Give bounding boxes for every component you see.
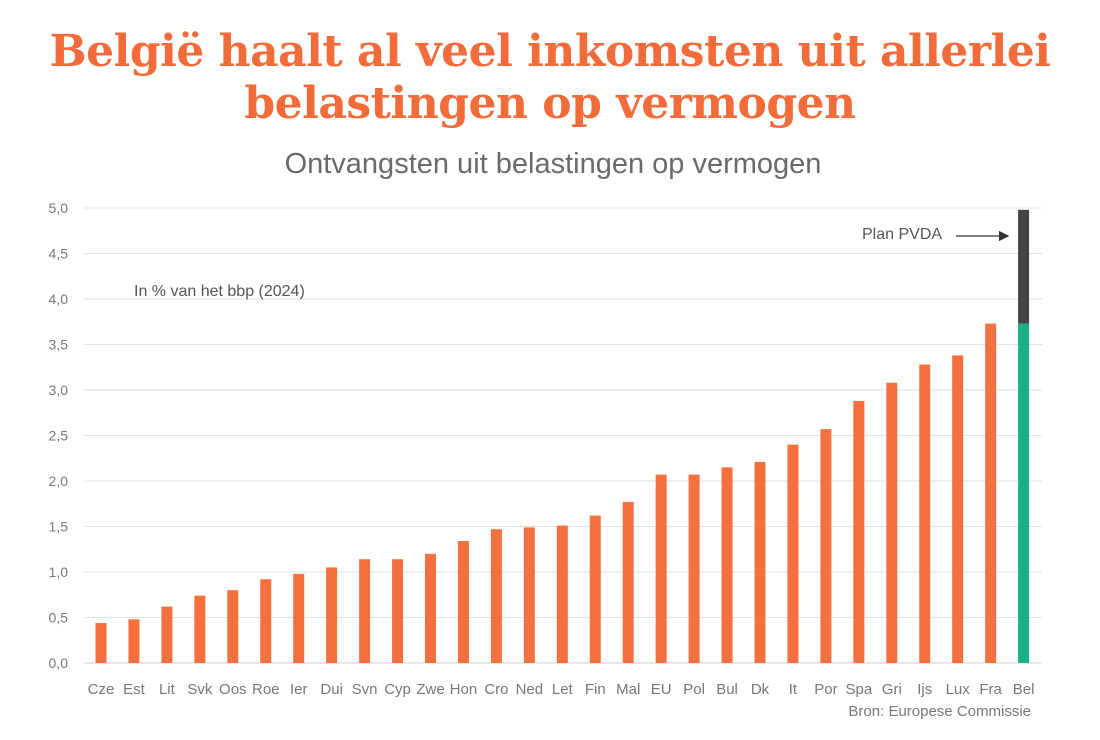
x-tick-label: Bel <box>1013 681 1035 698</box>
bar-spa <box>853 400 865 663</box>
x-tick-label: Dk <box>751 681 770 698</box>
x-tick-label: Lux <box>946 681 971 698</box>
x-tick-label: Por <box>814 681 837 698</box>
x-tick-label: Let <box>552 681 574 698</box>
bar-cyp <box>392 559 404 663</box>
bar-lit <box>161 606 173 663</box>
bar-plan-bel <box>1018 209 1030 324</box>
labels: 0,0 0,5 1,0 1,5 2,0 2,5 3,0 3,5 4,0 4,5 5,0 Cze Est L… <box>49 200 1035 698</box>
y-tick-label: 0,0 <box>49 655 69 671</box>
y-tick-label: 2,5 <box>49 428 69 444</box>
plan-annotation: Plan PVDA <box>862 226 942 243</box>
bar-eu <box>655 474 667 663</box>
bar-fin <box>589 515 601 663</box>
chart-subtitle: Ontvangsten uit belastingen op vermogen <box>284 148 822 180</box>
x-tick-label: Fin <box>585 681 606 698</box>
bars <box>95 209 1030 663</box>
y-tick-label: 0,5 <box>49 610 69 626</box>
title-line-2: belastingen op vermogen <box>244 78 856 129</box>
bar-lux <box>952 355 964 663</box>
bar-cze <box>95 622 107 663</box>
x-tick-label: Fra <box>979 681 1002 698</box>
bar-est <box>128 619 140 663</box>
x-tick-label: Lit <box>159 681 176 698</box>
bar-gri <box>886 382 898 663</box>
x-tick-label: Roe <box>252 681 280 698</box>
bar-ned <box>523 527 535 663</box>
x-tick-label: Bul <box>716 681 738 698</box>
y-tick-label: 2,0 <box>49 473 69 489</box>
bar-mal <box>622 501 634 663</box>
y-tick-label: 1,5 <box>49 519 69 535</box>
y-tick-label: 3,0 <box>49 382 69 398</box>
x-tick-label: Oos <box>219 681 247 698</box>
x-tick-label: Cyp <box>384 681 411 698</box>
y-tick-label: 5,0 <box>49 200 69 216</box>
x-tick-label: Ned <box>516 681 544 698</box>
x-tick-label: Gri <box>882 681 902 698</box>
bar-hon <box>457 541 469 663</box>
bar-ijs <box>919 364 931 663</box>
bar-svn <box>359 559 371 663</box>
bar-dui <box>326 567 338 663</box>
x-tick-label: Cro <box>484 681 508 698</box>
x-tick-label: It <box>789 681 798 698</box>
source-note: Bron: Europese Commissie <box>848 703 1031 720</box>
bar-ier <box>293 573 305 663</box>
bar-bel <box>1018 323 1030 663</box>
bar-por <box>820 429 832 663</box>
bar-cro <box>490 529 502 663</box>
y-tick-label: 3,5 <box>49 337 69 353</box>
chart-title: België haalt al veel inkomsten uit aller… <box>0 26 1100 130</box>
title-line-1: België haalt al veel inkomsten uit aller… <box>49 26 1051 77</box>
bar-it <box>787 444 799 663</box>
x-tick-label: Hon <box>450 681 478 698</box>
x-tick-label: Svk <box>187 681 213 698</box>
y-tick-label: 4,0 <box>49 291 69 307</box>
y-tick-label: 1,0 <box>49 564 69 580</box>
y-tick-label: 4,5 <box>49 246 69 262</box>
bar-svk <box>194 595 206 663</box>
x-tick-label: Zwe <box>416 681 444 698</box>
x-tick-label: Svn <box>352 681 378 698</box>
x-tick-label: Dui <box>320 681 343 698</box>
x-tick-label: EU <box>651 681 672 698</box>
x-tick-label: Ijs <box>917 681 932 698</box>
bar-pol <box>688 474 700 663</box>
bar-bul <box>721 467 733 663</box>
x-tick-label: Spa <box>845 681 872 698</box>
x-tick-label: Est <box>123 681 146 698</box>
unit-note: In % van het bbp (2024) <box>134 283 305 300</box>
bar-roe <box>260 579 272 663</box>
bar-oos <box>227 590 239 663</box>
bar-let <box>556 525 568 663</box>
bar-dk <box>754 461 766 663</box>
x-tick-label: Pol <box>683 681 705 698</box>
bar-fra <box>985 323 997 663</box>
x-tick-label: Ier <box>290 681 308 698</box>
bar-zwe <box>425 553 436 663</box>
x-tick-label: Mal <box>616 681 640 698</box>
x-tick-label: Cze <box>88 681 115 698</box>
